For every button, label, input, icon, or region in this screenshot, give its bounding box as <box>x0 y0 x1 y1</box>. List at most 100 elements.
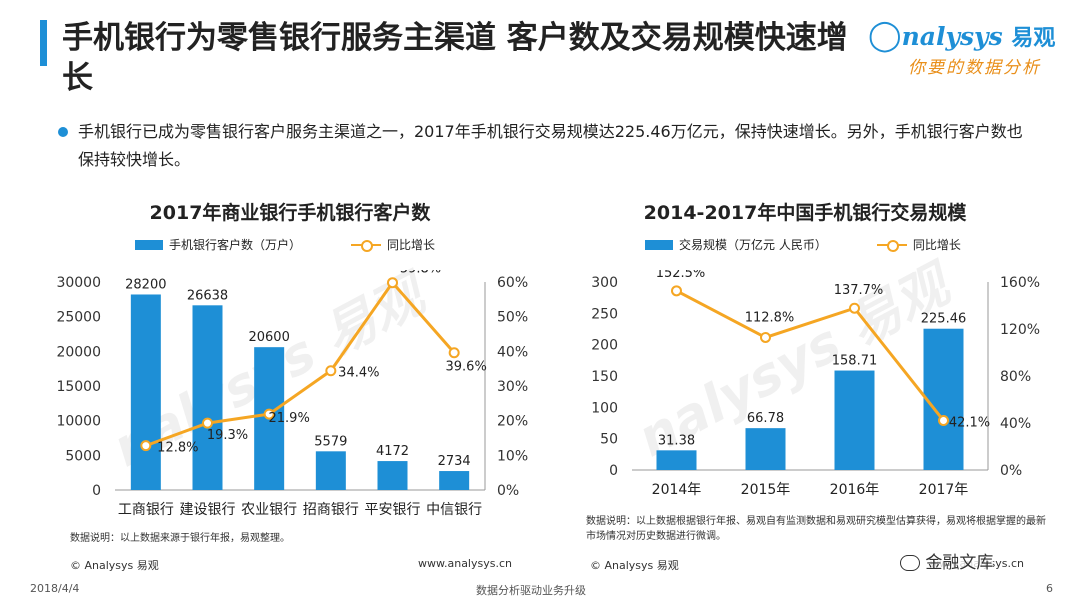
bar-data-label: 31.38 <box>658 433 695 448</box>
bar-data-label: 20600 <box>248 330 289 345</box>
x-tick-label: 2017年 <box>919 482 969 498</box>
bar <box>656 450 697 470</box>
footer-center: 数据分析驱动业务升级 <box>476 584 586 597</box>
growth-data-label: 21.9% <box>269 411 310 426</box>
legend-line-swatch <box>351 239 382 252</box>
right-note: 数据说明：以上数据根据银行年报、易观自有监测数据和易观研究模型估算获得，易观将根… <box>586 516 1046 542</box>
x-tick-label: 2015年 <box>741 482 791 498</box>
y-tick-label: 15000 <box>56 379 101 395</box>
y-tick-label: 200 <box>591 338 618 354</box>
footer-date: 2018/4/4 <box>30 582 80 595</box>
x-tick-label: 2014年 <box>652 482 702 498</box>
wechat-icon <box>900 555 920 571</box>
summary-text: 手机银行已成为零售银行客户服务主渠道之一，2017年手机银行交易规模达225.4… <box>78 122 1023 169</box>
bar-data-label: 28200 <box>125 277 166 292</box>
y-tick-label: 30000 <box>56 275 101 291</box>
left-note: 数据说明：以上数据来源于银行年报，易观整理。 <box>70 533 290 544</box>
y2-tick-label: 20% <box>497 414 528 430</box>
y2-tick-label: 60% <box>497 275 528 291</box>
bar <box>192 305 223 490</box>
bar <box>377 461 408 490</box>
bar-data-label: 2734 <box>438 454 471 469</box>
x-tick-label: 中信银行 <box>426 502 482 518</box>
y-tick-label: 250 <box>591 306 618 322</box>
left-chart-title: 2017年商业银行手机银行客户数 <box>149 202 431 224</box>
left-url: www.analysys.cn <box>418 557 512 570</box>
growth-data-label: 152.5% <box>656 270 706 281</box>
legend-bar-swatch <box>645 239 673 250</box>
legend-line-label: 同比增长 <box>912 238 961 252</box>
y2-tick-label: 10% <box>497 448 528 464</box>
legend-bar-swatch <box>135 239 163 250</box>
y-tick-label: 0 <box>92 483 101 499</box>
growth-data-label: 12.8% <box>157 441 198 456</box>
growth-data-label: 34.4% <box>338 366 379 381</box>
growth-point <box>387 277 398 289</box>
legend-line-swatch <box>876 239 907 252</box>
growth-line <box>145 280 456 448</box>
growth-data-label: 112.8% <box>745 310 795 325</box>
bar-data-label: 4172 <box>376 444 409 459</box>
right-source: © Analysys 易观 <box>590 559 679 572</box>
bar-data-label: 5579 <box>314 434 347 449</box>
y-tick-label: 10000 <box>56 414 101 430</box>
growth-data-label: 19.3% <box>207 428 248 443</box>
growth-point <box>325 365 337 377</box>
right-legend: 交易规模（万亿元 人民币） 同比增长 <box>645 236 961 253</box>
bar <box>923 328 964 470</box>
left-source: © Analysys 易观 <box>70 559 159 572</box>
bar-data-label: 225.46 <box>921 312 967 327</box>
y-tick-label: 25000 <box>56 310 101 326</box>
growth-line <box>675 289 945 422</box>
right-chart-title: 2014-2017年中国手机银行交易规模 <box>643 202 967 224</box>
y-tick-label: 20000 <box>56 344 101 360</box>
y2-tick-label: 0% <box>497 483 519 499</box>
bar <box>834 370 875 470</box>
legend-bar-label: 手机银行客户数（万户） <box>169 238 302 252</box>
growth-point <box>448 347 460 359</box>
x-tick-label: 2016年 <box>830 482 880 498</box>
y-tick-label: 300 <box>591 275 618 291</box>
bar <box>315 451 346 490</box>
y-tick-label: 50 <box>600 432 618 448</box>
y2-tick-label: 50% <box>497 310 528 326</box>
x-tick-label: 农业银行 <box>241 502 297 518</box>
y2-tick-label: 160% <box>1000 275 1040 291</box>
x-tick-label: 平安银行 <box>365 502 421 518</box>
left-legend: 手机银行客户数（万户） 同比增长 <box>135 236 435 253</box>
title-accent-bar <box>40 20 47 66</box>
y2-tick-label: 0% <box>1000 463 1022 479</box>
y-tick-label: 0 <box>609 463 618 479</box>
bar-data-label: 66.78 <box>747 411 784 426</box>
growth-point <box>263 408 275 420</box>
growth-data-label: 137.7% <box>834 283 884 298</box>
page-title: 手机银行为零售银行服务主渠道 客户数及交易规模快速增长 <box>62 20 848 96</box>
summary-bullet: 手机银行已成为零售银行客户服务主渠道之一，2017年手机银行交易规模达225.4… <box>58 118 1038 174</box>
growth-data-label: 59.8% <box>400 270 441 277</box>
x-tick-label: 工商银行 <box>118 502 174 518</box>
y-tick-label: 5000 <box>65 448 101 464</box>
y2-tick-label: 40% <box>497 344 528 360</box>
legend-line-label: 同比增长 <box>387 238 436 252</box>
growth-point <box>849 302 860 314</box>
y2-tick-label: 80% <box>1000 369 1031 385</box>
bullet-dot-icon <box>58 127 68 137</box>
left-chart-svg: 0 5000 10000 15000 20000 25000 30000 0% 10% 20% 30… <box>56 270 528 518</box>
y2-tick-label: 120% <box>1000 322 1040 338</box>
footer-page-number: 6 <box>1046 582 1053 595</box>
growth-point <box>938 415 949 427</box>
bar-data-label: 158.71 <box>832 354 878 369</box>
bar <box>439 471 470 490</box>
right-chart-svg: 0 50 100 150 200 250 300 0% 40% 80% 120% 160% 31.38 2… <box>591 270 1040 498</box>
x-tick-label: 建设银行 <box>180 502 236 518</box>
logo-slogan: 你要的数据分析 <box>908 58 1041 78</box>
logo-brand: ◯nalysys 易观 <box>868 18 1056 53</box>
growth-data-label: 39.6% <box>446 360 487 375</box>
x-tick-label: 招商银行 <box>303 502 359 518</box>
bar <box>130 294 161 490</box>
y2-tick-label: 40% <box>1000 416 1031 432</box>
y-tick-label: 150 <box>591 369 618 385</box>
growth-point <box>140 440 152 452</box>
growth-data-label: 42.1% <box>949 416 990 431</box>
logo-brand-cn: 易观 <box>1011 26 1056 51</box>
